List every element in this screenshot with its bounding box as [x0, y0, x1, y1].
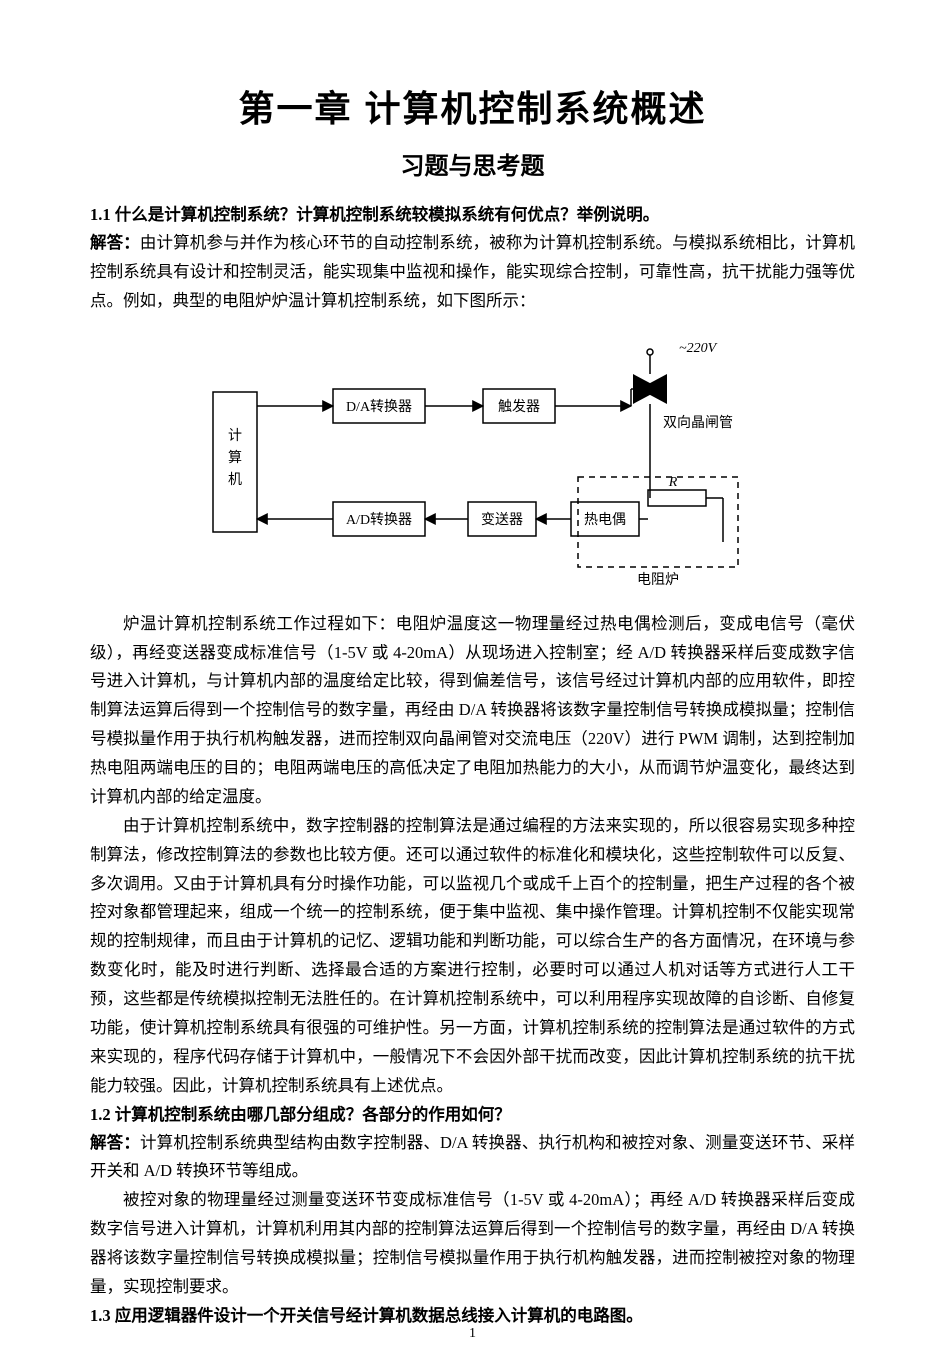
- q1-p3: 由于计算机控制系统中，数字控制器的控制算法是通过编程的方法来实现的，所以很容易实…: [90, 812, 855, 1101]
- node-da-label: D/A转换器: [345, 398, 411, 415]
- page-number: 1: [0, 1326, 945, 1342]
- node-computer-label: 计: [228, 428, 242, 444]
- node-furnace-label: 电阻炉: [637, 572, 679, 588]
- node-trigger-label: 触发器: [498, 399, 540, 415]
- answer-label: 解答：: [90, 233, 140, 252]
- diagram-wrap: 计 算 机 D/A转换器 触发器 A/D转换器 变送器 热电偶 电阻炉: [90, 332, 855, 592]
- node-ad-label: A/D转换器: [345, 511, 411, 528]
- q2-p1: 计算机控制系统典型结构由数字控制器、D/A 转换器、执行机构和被控对象、测量变送…: [90, 1133, 855, 1181]
- resistor-icon: [648, 490, 706, 506]
- q1-heading: 1.1 什么是计算机控制系统？计算机控制系统较模拟系统有何优点？举例说明。: [90, 201, 855, 229]
- q2-answer-1: 解答：计算机控制系统典型结构由数字控制器、D/A 转换器、执行机构和被控对象、测…: [90, 1129, 855, 1187]
- triac-icon: [633, 349, 667, 477]
- node-thermocouple-label: 热电偶: [584, 512, 626, 528]
- resistor-label: R: [667, 475, 677, 490]
- page: 第一章 计算机控制系统概述 习题与思考题 1.1 什么是计算机控制系统？计算机控…: [0, 0, 945, 1370]
- q2-heading: 1.2 计算机控制系统由哪几部分组成？各部分的作用如何？: [90, 1101, 855, 1129]
- subtitle: 习题与思考题: [90, 146, 855, 181]
- node-computer-label-2: 算: [228, 450, 242, 466]
- ac-node-icon: [647, 349, 653, 355]
- triac-label: 双向晶闸管: [663, 415, 733, 431]
- ac-voltage-label: ~220V: [679, 341, 718, 356]
- answer-label: 解答：: [90, 1133, 140, 1152]
- node-computer-label-3: 机: [228, 472, 242, 488]
- q1-answer-1: 解答：由计算机参与并作为核心环节的自动控制系统，被称为计算机控制系统。与模拟系统…: [90, 229, 855, 316]
- q2-p2: 被控对象的物理量经过测量变送环节变成标准信号（1-5V 或 4-20mA）；再经…: [90, 1186, 855, 1302]
- q1-p2: 炉温计算机控制系统工作过程如下：电阻炉温度这一物理量经过热电偶检测后，变成电信号…: [90, 610, 855, 812]
- chapter-title: 第一章 计算机控制系统概述: [90, 80, 855, 132]
- node-transmitter-label: 变送器: [481, 512, 523, 528]
- control-system-diagram: 计 算 机 D/A转换器 触发器 A/D转换器 变送器 热电偶 电阻炉: [193, 332, 753, 592]
- q1-p1: 由计算机参与并作为核心环节的自动控制系统，被称为计算机控制系统。与模拟系统相比，…: [90, 233, 855, 310]
